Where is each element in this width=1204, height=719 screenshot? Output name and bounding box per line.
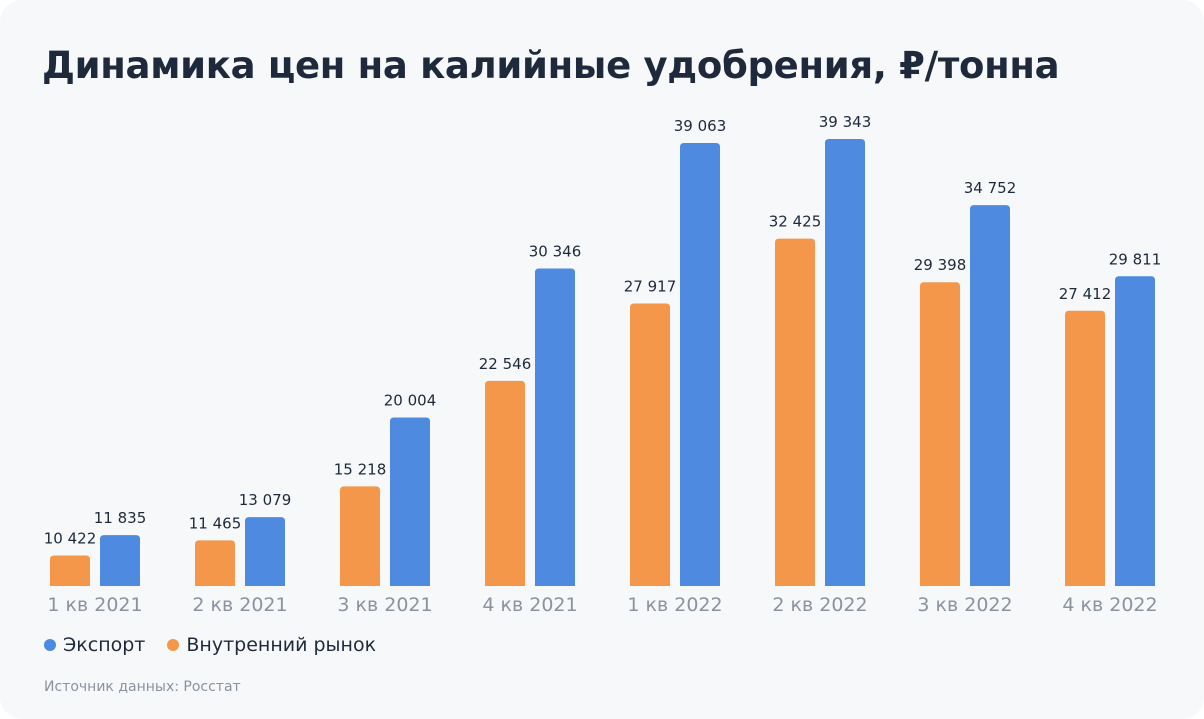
- bar-export: [390, 417, 430, 586]
- data-label-export: 34 752: [964, 179, 1017, 197]
- legend-item-domestic: Внутренний рынок: [167, 634, 376, 656]
- bar-domestic: [340, 486, 380, 586]
- data-label-domestic: 11 465: [189, 514, 242, 532]
- bar-domestic: [775, 238, 815, 586]
- data-label-export: 20 004: [384, 391, 437, 409]
- bar-domestic: [1065, 310, 1105, 586]
- bar-domestic: [920, 282, 960, 586]
- data-label-domestic: 29 398: [914, 256, 967, 274]
- legend: Экспорт Внутренний рынок: [44, 634, 398, 656]
- data-label-domestic: 27 412: [1059, 285, 1112, 303]
- data-label-domestic: 10 422: [44, 529, 97, 547]
- bar-export: [535, 268, 575, 586]
- x-tick-label: 4 кв 2022: [1062, 594, 1157, 616]
- data-label-export: 30 346: [529, 243, 582, 261]
- data-source: Источник данных: Росстат: [44, 679, 241, 695]
- data-label-domestic: 15 218: [334, 460, 387, 478]
- data-label-export: 11 835: [94, 509, 147, 527]
- data-label-domestic: 32 425: [769, 213, 822, 231]
- data-label-export: 39 063: [674, 117, 727, 135]
- bar-export: [1115, 276, 1155, 586]
- bar-domestic: [630, 303, 670, 586]
- legend-item-export: Экспорт: [44, 634, 145, 656]
- legend-label-export: Экспорт: [63, 634, 146, 656]
- data-label-export: 29 811: [1109, 250, 1162, 268]
- x-tick-label: 1 кв 2021: [47, 594, 142, 616]
- x-tick-label: 4 кв 2021: [482, 594, 577, 616]
- data-label-export: 39 343: [819, 113, 872, 131]
- x-tick-label: 2 кв 2022: [772, 594, 867, 616]
- x-tick-label: 2 кв 2021: [192, 594, 287, 616]
- legend-label-domestic: Внутренний рынок: [186, 634, 377, 656]
- bar-domestic: [485, 380, 525, 586]
- bar-domestic: [195, 540, 235, 586]
- x-tick-label: 3 кв 2021: [337, 594, 432, 616]
- data-label-export: 13 079: [239, 491, 292, 509]
- data-label-domestic: 27 917: [624, 278, 677, 296]
- bar-export: [100, 535, 140, 586]
- legend-dot-domestic: [167, 639, 180, 651]
- legend-dot-export: [44, 639, 56, 651]
- x-tick-label: 3 кв 2022: [917, 594, 1012, 616]
- bar-export: [680, 143, 720, 586]
- bar-export: [245, 517, 285, 586]
- chart-title: Динамика цен на калийные удобрения, ₽/то…: [42, 44, 1060, 87]
- bar-export: [970, 205, 1010, 587]
- data-label-domestic: 22 546: [479, 355, 532, 373]
- x-tick-label: 1 кв 2022: [627, 594, 722, 616]
- bar-export: [825, 139, 865, 586]
- bar-domestic: [50, 555, 90, 586]
